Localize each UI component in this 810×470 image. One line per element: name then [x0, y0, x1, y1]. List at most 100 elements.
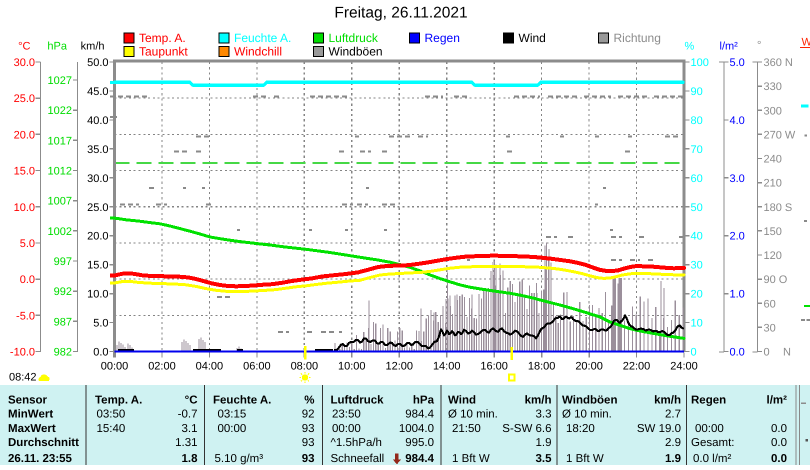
svg-text:2.9: 2.9 — [665, 437, 681, 449]
svg-text:984.4: 984.4 — [405, 453, 434, 465]
svg-text:Gesamt:: Gesamt: — [691, 437, 734, 449]
svg-text:Luftdruck: Luftdruck — [331, 395, 385, 407]
svg-text:40: 40 — [691, 231, 703, 243]
svg-text:0.0: 0.0 — [771, 453, 787, 465]
svg-text:-0.7: -0.7 — [178, 409, 198, 421]
svg-text:1.9: 1.9 — [536, 437, 552, 449]
svg-text:20.0: 20.0 — [14, 129, 35, 141]
svg-text:N: N — [783, 347, 791, 359]
svg-text:Wind: Wind — [519, 31, 546, 45]
svg-text:26.11. 23:55: 26.11. 23:55 — [8, 453, 73, 465]
svg-text:10.0: 10.0 — [14, 202, 35, 214]
svg-text:15:40: 15:40 — [97, 423, 126, 435]
svg-text:150: 150 — [764, 226, 782, 238]
svg-text:1012: 1012 — [48, 166, 72, 178]
svg-text:21:50: 21:50 — [452, 423, 481, 435]
svg-text:1.8: 1.8 — [182, 453, 199, 465]
svg-text:240: 240 — [764, 154, 782, 166]
svg-text:°C: °C — [18, 41, 30, 53]
svg-text:5.0: 5.0 — [730, 57, 745, 69]
svg-text:km/h: km/h — [81, 41, 105, 53]
svg-text:Freitag, 26.11.2021: Freitag, 26.11.2021 — [334, 5, 467, 22]
svg-text:Sensor: Sensor — [8, 395, 48, 407]
svg-text:0.0 l/m²: 0.0 l/m² — [693, 453, 732, 465]
svg-text:100: 100 — [691, 57, 709, 69]
svg-text:25.0: 25.0 — [87, 202, 108, 214]
svg-text:0.0: 0.0 — [771, 437, 787, 449]
svg-text:km/h: km/h — [525, 395, 552, 407]
svg-text:1 Bft W: 1 Bft W — [566, 453, 604, 465]
svg-text:15.0: 15.0 — [87, 260, 108, 272]
svg-text:Ø 10 min.: Ø 10 min. — [562, 409, 612, 421]
svg-text:-10.0: -10.0 — [10, 347, 35, 359]
svg-text:0.0: 0.0 — [730, 347, 745, 359]
svg-text:5.10 g/m³: 5.10 g/m³ — [215, 453, 264, 465]
svg-text:4.0: 4.0 — [730, 115, 745, 127]
svg-text:1022: 1022 — [48, 105, 72, 117]
svg-text:SW 19.0: SW 19.0 — [637, 423, 681, 435]
svg-text:995.0: 995.0 — [405, 437, 434, 449]
svg-text:0.0: 0.0 — [20, 274, 35, 286]
svg-text:30.0: 30.0 — [87, 173, 108, 185]
svg-text:360 N: 360 N — [764, 57, 793, 69]
svg-text:18:20: 18:20 — [566, 423, 595, 435]
svg-text:5.0: 5.0 — [93, 318, 108, 330]
svg-text:1027: 1027 — [48, 75, 72, 87]
svg-text:93: 93 — [302, 437, 315, 449]
svg-text:Regen: Regen — [425, 31, 460, 45]
svg-text:80: 80 — [691, 115, 703, 127]
svg-text:330: 330 — [764, 81, 782, 93]
svg-text:3.5: 3.5 — [536, 453, 553, 465]
svg-text:0: 0 — [691, 347, 697, 359]
svg-text:10.0: 10.0 — [87, 289, 108, 301]
svg-text:10:00: 10:00 — [338, 361, 366, 373]
svg-text:3.3: 3.3 — [536, 409, 552, 421]
svg-text:W/: W/ — [802, 37, 810, 49]
svg-text:Windböen: Windböen — [562, 395, 617, 407]
svg-text:10: 10 — [691, 318, 703, 330]
svg-text:23:50: 23:50 — [332, 409, 361, 421]
svg-text:Schneefall: Schneefall — [331, 453, 385, 465]
svg-text:00:00: 00:00 — [332, 423, 361, 435]
svg-text:90: 90 — [691, 86, 703, 98]
svg-text:-5.0: -5.0 — [16, 310, 35, 322]
svg-text:40.0: 40.0 — [87, 115, 108, 127]
svg-text:60: 60 — [764, 298, 776, 310]
svg-text:km/h: km/h — [654, 395, 681, 407]
svg-text:l/m²: l/m² — [767, 395, 788, 407]
svg-text:hPa: hPa — [47, 41, 67, 53]
svg-text:1002: 1002 — [48, 226, 72, 238]
svg-text:20.0: 20.0 — [87, 231, 108, 243]
svg-text:50.0: 50.0 — [87, 57, 108, 69]
svg-text:00:00: 00:00 — [101, 361, 129, 373]
svg-text:93: 93 — [302, 423, 315, 435]
svg-text:15.0: 15.0 — [14, 166, 35, 178]
svg-text:210: 210 — [764, 178, 782, 190]
svg-text:Temp. A.: Temp. A. — [139, 31, 186, 45]
svg-text:997: 997 — [54, 256, 72, 268]
svg-text:992: 992 — [54, 286, 72, 298]
svg-text:14:00: 14:00 — [433, 361, 461, 373]
svg-text:Ø 10 min.: Ø 10 min. — [448, 409, 498, 421]
svg-text:1004.0: 1004.0 — [399, 423, 434, 435]
svg-text:20: 20 — [691, 289, 703, 301]
svg-text:180 S: 180 S — [764, 202, 793, 214]
svg-text:00:00: 00:00 — [218, 423, 247, 435]
svg-text:92: 92 — [302, 409, 315, 421]
svg-text:Feuchte A.: Feuchte A. — [213, 395, 271, 407]
svg-text:%: % — [685, 41, 695, 53]
svg-text:MaxWert: MaxWert — [8, 423, 56, 435]
svg-text:270 W: 270 W — [764, 129, 796, 141]
svg-text:Regen: Regen — [691, 395, 726, 407]
svg-text:00:00: 00:00 — [695, 423, 724, 435]
svg-text:1017: 1017 — [48, 135, 72, 147]
svg-text:90 O: 90 O — [764, 274, 788, 286]
svg-text:982: 982 — [54, 347, 72, 359]
svg-text:Richtung: Richtung — [614, 31, 661, 45]
svg-text:1.0: 1.0 — [730, 289, 745, 301]
svg-text:16:00: 16:00 — [480, 361, 508, 373]
svg-text:25.0: 25.0 — [14, 93, 35, 105]
svg-text:Wind: Wind — [448, 395, 476, 407]
svg-text:45.0: 45.0 — [87, 86, 108, 98]
svg-text:%: % — [304, 395, 314, 407]
